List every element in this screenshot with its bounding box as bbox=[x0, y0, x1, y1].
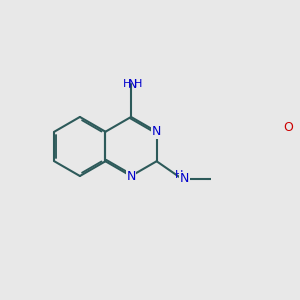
Text: H: H bbox=[175, 170, 184, 181]
Text: H: H bbox=[123, 80, 131, 89]
Text: O: O bbox=[284, 121, 293, 134]
Text: H: H bbox=[134, 80, 142, 89]
Text: N: N bbox=[180, 172, 189, 185]
Text: N: N bbox=[126, 169, 136, 182]
Text: N: N bbox=[152, 125, 161, 138]
Text: N: N bbox=[128, 78, 137, 91]
